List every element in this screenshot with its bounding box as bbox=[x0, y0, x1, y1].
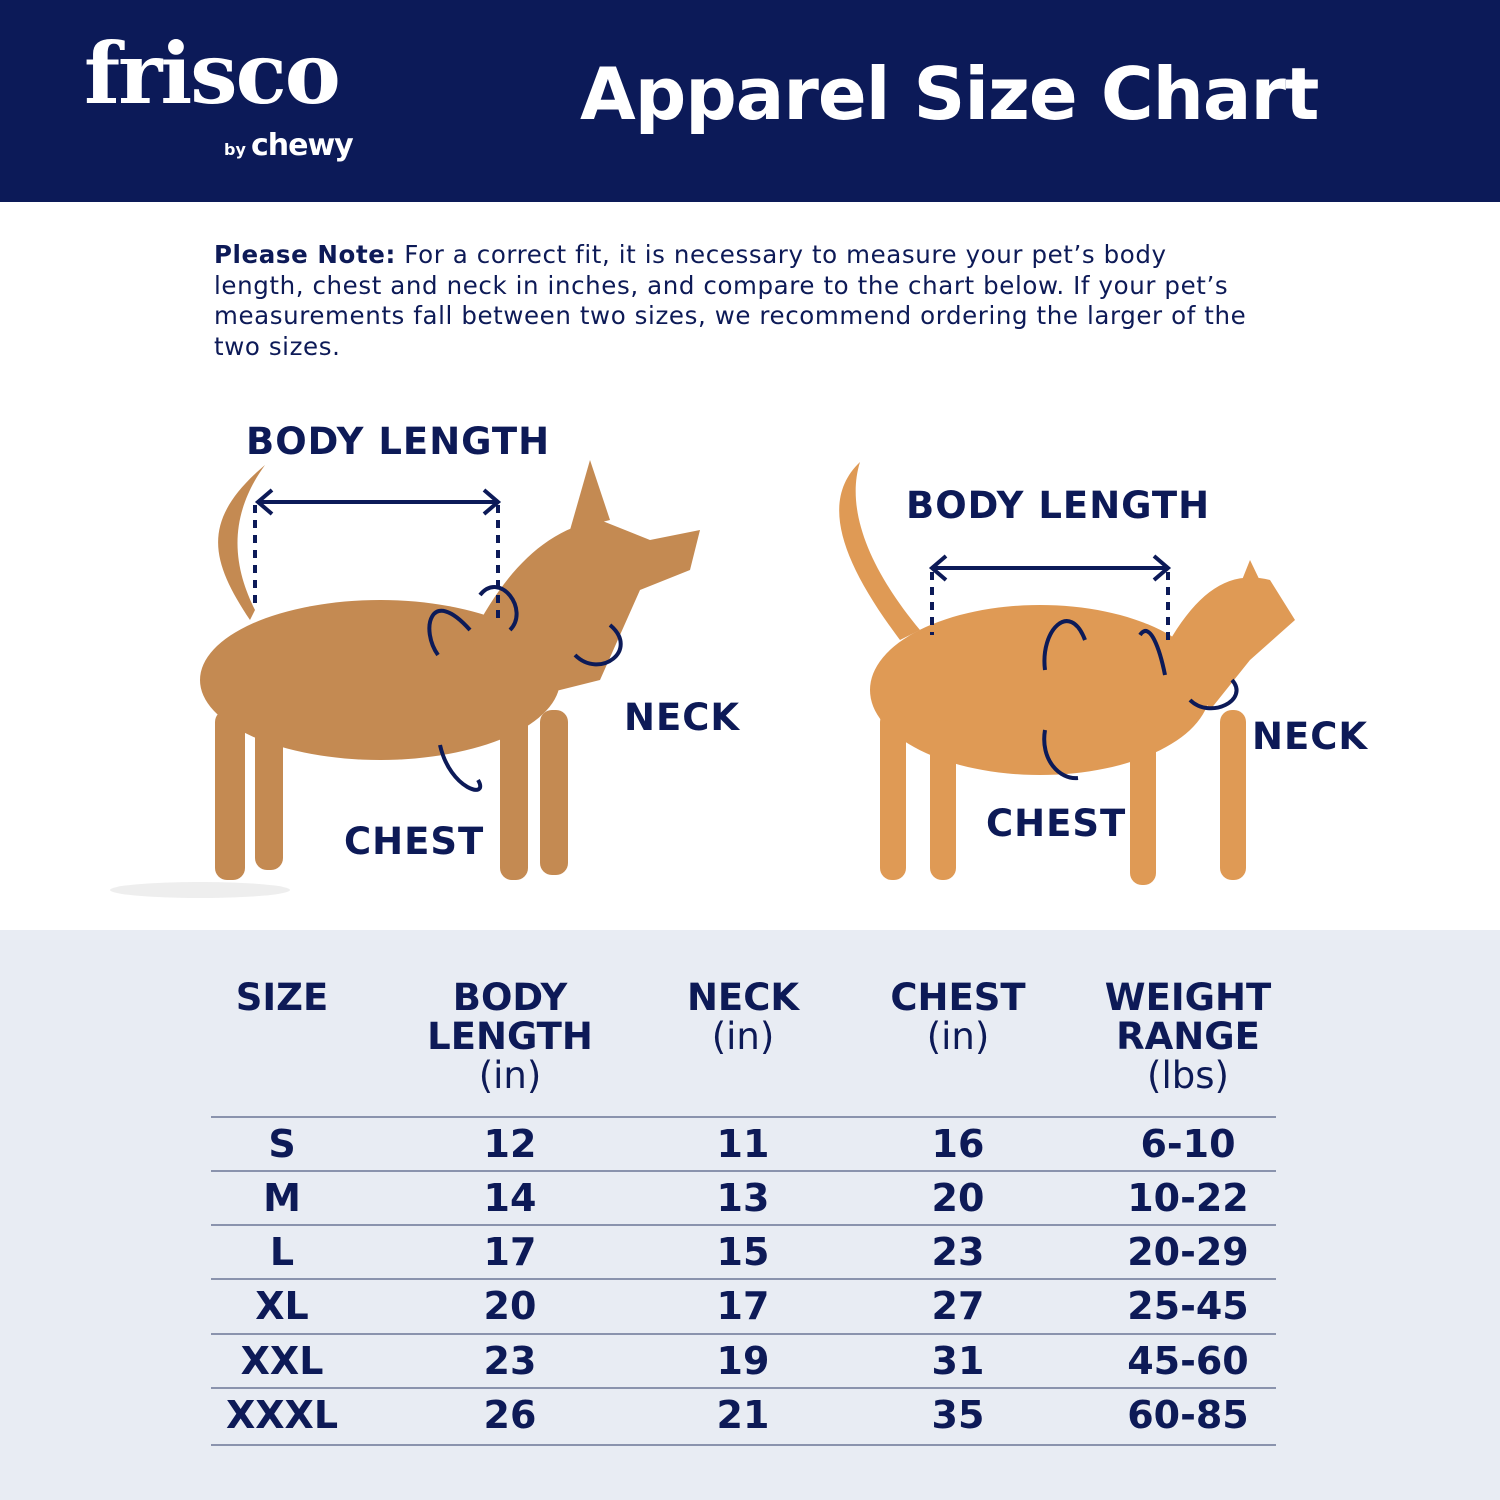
column-unit: (lbs) bbox=[1147, 1054, 1229, 1097]
column-label: NECK bbox=[686, 976, 800, 1019]
size-table: SIZE BODY LENGTH (in) NECK (in) CHEST (in) WEIG… bbox=[0, 930, 1500, 1500]
table-cell: 35 bbox=[931, 1393, 985, 1437]
row-divider bbox=[211, 1170, 1276, 1172]
table-cell: 17 bbox=[483, 1230, 537, 1274]
header-banner: frisco by chewy Apparel Size Chart bbox=[0, 0, 1500, 202]
column-header: WEIGHT RANGE (lbs) bbox=[1068, 978, 1308, 1095]
fit-note: Please Note: For a correct fit, it is ne… bbox=[214, 240, 1254, 362]
logo-by: by bbox=[224, 140, 246, 159]
column-header: CHEST (in) bbox=[838, 978, 1078, 1056]
table-cell: 27 bbox=[931, 1284, 985, 1328]
column-header: NECK (in) bbox=[623, 978, 863, 1056]
pets-drawing bbox=[110, 460, 1295, 898]
dog-image bbox=[110, 460, 700, 898]
column-header: SIZE bbox=[162, 978, 402, 1017]
column-label: SIZE bbox=[235, 976, 329, 1019]
table-cell: 20-29 bbox=[1127, 1230, 1249, 1274]
row-divider bbox=[211, 1116, 1276, 1118]
column-unit: (in) bbox=[711, 1015, 775, 1058]
table-cell: 12 bbox=[483, 1122, 537, 1166]
dog-neck-label: NECK bbox=[624, 696, 741, 739]
column-label: WEIGHT RANGE bbox=[1104, 976, 1272, 1058]
table-cell: 11 bbox=[716, 1122, 770, 1166]
row-divider bbox=[211, 1387, 1276, 1389]
size-cell: S bbox=[268, 1122, 296, 1166]
table-cell: 26 bbox=[483, 1393, 537, 1437]
table-cell: 23 bbox=[931, 1230, 985, 1274]
cat-neck-label: NECK bbox=[1252, 715, 1369, 758]
table-cell: 14 bbox=[483, 1176, 537, 1220]
table-cell: 16 bbox=[931, 1122, 985, 1166]
table-cell: 25-45 bbox=[1127, 1284, 1249, 1328]
pet-measurement-illustration: BODY LENGTH NECK CHEST BODY LENGTH NECK … bbox=[0, 380, 1500, 930]
cat-chest-label: CHEST bbox=[986, 802, 1127, 845]
table-cell: 17 bbox=[716, 1284, 770, 1328]
table-cell: 20 bbox=[483, 1284, 537, 1328]
column-label: CHEST bbox=[890, 976, 1026, 1019]
table-cell: 21 bbox=[716, 1393, 770, 1437]
column-unit: (in) bbox=[478, 1054, 542, 1097]
measure-arrows bbox=[253, 488, 1239, 792]
dog-chest-label: CHEST bbox=[344, 820, 485, 863]
table-cell: 19 bbox=[716, 1339, 770, 1383]
row-divider bbox=[211, 1333, 1276, 1335]
logo-chewy: chewy bbox=[250, 128, 354, 163]
table-cell: 20 bbox=[931, 1176, 985, 1220]
note-text: For a correct fit, it is necessary to me… bbox=[214, 240, 1247, 361]
table-cell: 13 bbox=[716, 1176, 770, 1220]
table-cell: 23 bbox=[483, 1339, 537, 1383]
table-cell: 60-85 bbox=[1127, 1393, 1249, 1437]
table-cell: 6-10 bbox=[1140, 1122, 1236, 1166]
row-divider bbox=[211, 1224, 1276, 1226]
cat-body-length-label: BODY LENGTH bbox=[906, 484, 1211, 527]
dog-body-length-label: BODY LENGTH bbox=[246, 420, 551, 463]
size-cell: M bbox=[263, 1176, 301, 1220]
row-divider bbox=[211, 1278, 1276, 1280]
size-cell: XL bbox=[255, 1284, 309, 1328]
column-label: BODY LENGTH bbox=[427, 976, 593, 1058]
column-header: BODY LENGTH (in) bbox=[390, 978, 630, 1095]
row-divider bbox=[211, 1444, 1276, 1446]
size-cell: XXXL bbox=[225, 1393, 339, 1437]
page-title: Apparel Size Chart bbox=[580, 52, 1319, 136]
size-cell: L bbox=[269, 1230, 295, 1274]
column-unit: (in) bbox=[926, 1015, 990, 1058]
table-cell: 31 bbox=[931, 1339, 985, 1383]
logo-sub: by chewy bbox=[224, 128, 354, 163]
table-cell: 15 bbox=[716, 1230, 770, 1274]
cat-image bbox=[839, 462, 1295, 885]
logo-brand: frisco bbox=[84, 24, 341, 123]
table-cell: 45-60 bbox=[1127, 1339, 1249, 1383]
frisco-logo: frisco by chewy bbox=[84, 24, 354, 164]
note-label: Please Note: bbox=[214, 240, 396, 269]
table-cell: 10-22 bbox=[1127, 1176, 1249, 1220]
size-cell: XXL bbox=[240, 1339, 324, 1383]
